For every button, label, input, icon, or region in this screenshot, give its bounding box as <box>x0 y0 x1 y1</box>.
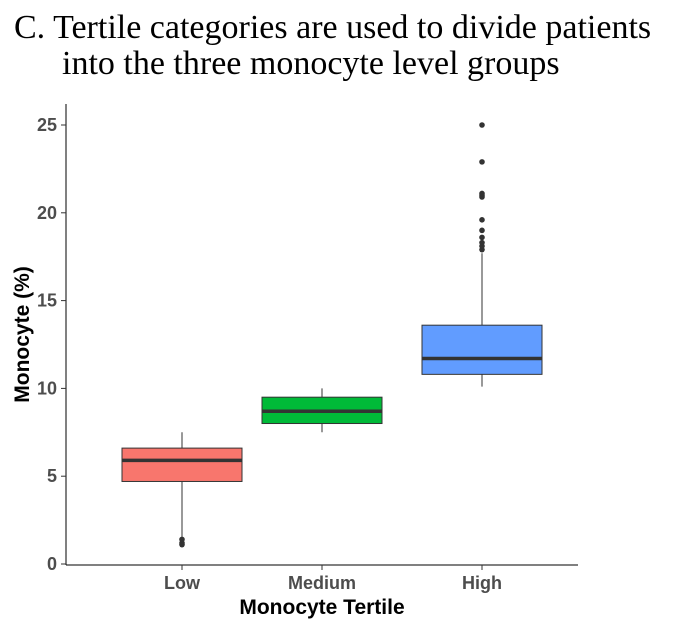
outlier-point <box>479 239 485 246</box>
outlier-point <box>479 190 485 197</box>
caption-line-1: C. Tertile categories are used to divide… <box>14 9 652 46</box>
outlier-point <box>479 122 485 128</box>
boxes <box>121 122 543 548</box>
y-tick-label: 20 <box>37 203 57 223</box>
box-medium <box>261 388 383 433</box>
y-axis-title: Monocyte (%) <box>11 266 34 403</box>
outlier-point <box>479 227 485 234</box>
outlier-point <box>479 234 485 241</box>
outlier-point <box>479 217 485 223</box>
box-low <box>121 432 243 548</box>
x-tick-label-medium: Medium <box>288 573 356 593</box>
box-high <box>421 122 543 387</box>
box-iqr <box>121 447 243 482</box>
x-ticks: Low Medium High <box>164 565 502 593</box>
y-ticks: 0 5 10 15 20 25 <box>37 115 66 574</box>
outlier-point <box>479 159 485 165</box>
y-tick-label: 10 <box>37 378 57 398</box>
y-tick-label: 5 <box>47 466 57 486</box>
caption-line-2: into the three monocyte level groups <box>62 45 560 82</box>
x-axis-title: Monocyte Tertile <box>239 596 404 619</box>
box-iqr <box>421 324 543 375</box>
y-tick-label: 0 <box>47 554 57 574</box>
x-tick-label-low: Low <box>164 573 201 593</box>
x-tick-label-high: High <box>462 573 502 593</box>
y-tick-label: 15 <box>37 291 57 311</box>
y-tick-label: 25 <box>37 115 57 135</box>
outlier-point <box>179 536 185 543</box>
